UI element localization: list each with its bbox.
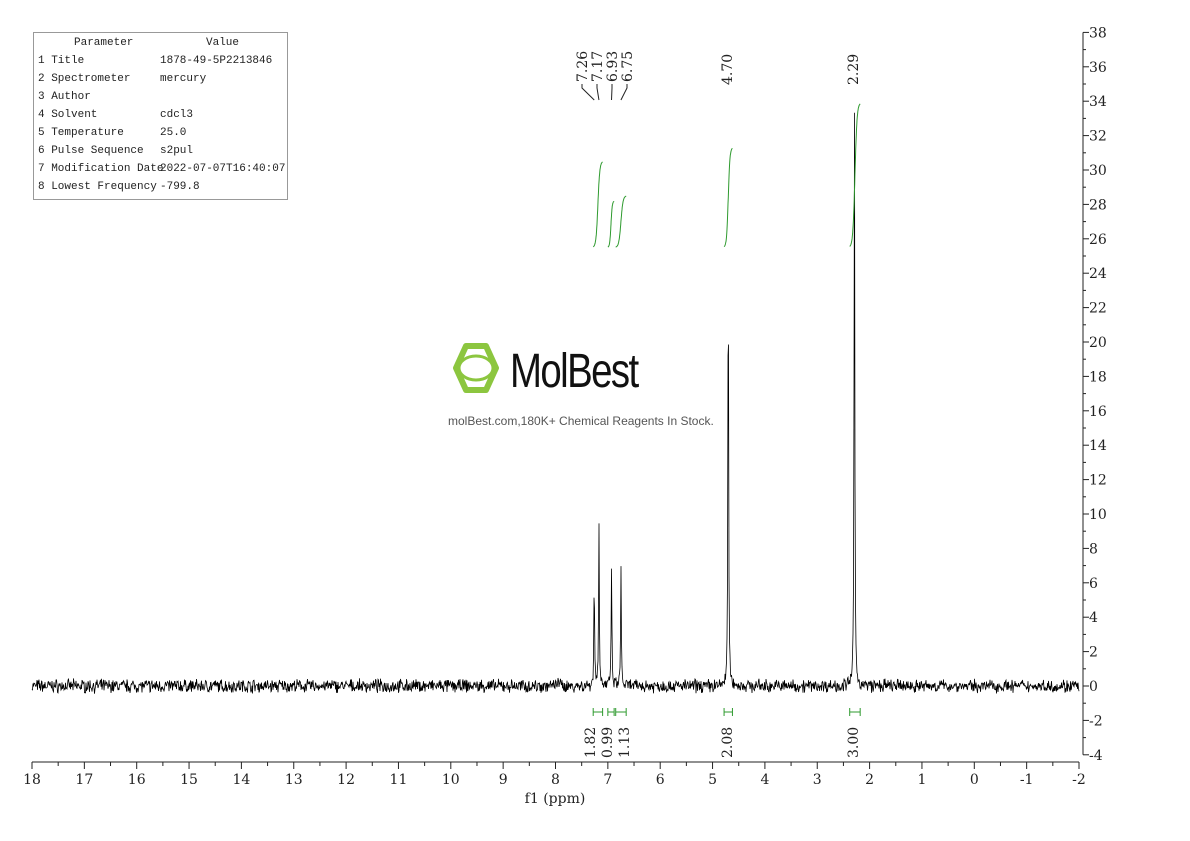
parameter-name: 5 Temperature [38,127,124,139]
integral-curve [592,161,603,248]
x-tick-label: 6 [656,772,665,788]
x-tick-label: 15 [180,772,198,788]
parameter-table: Parameter Value 1 Title 1878-49-5P2213846… [33,32,288,200]
x-tick-label: 16 [128,772,146,788]
y-tick-label: 34 [1089,94,1107,110]
y-tick-label: -4 [1089,748,1103,764]
parameter-name: 4 Solvent [38,109,98,121]
peak-label-connector [581,84,595,101]
y-tick-label: 26 [1089,232,1107,248]
y-tick-label: 2 [1089,645,1098,661]
molbest-logo-icon [453,343,499,393]
integral-value: 1.82 [583,727,599,758]
y-tick-label: 18 [1089,369,1107,385]
y-tick-label: 0 [1089,679,1098,695]
integral-value: 2.08 [720,727,736,758]
x-tick-label: 1 [917,772,926,788]
y-tick-label: 28 [1089,197,1107,213]
y-tick-label: 14 [1089,438,1107,454]
integral-bracket [607,708,615,716]
peak-label: 6.93 [605,51,621,82]
x-tick-label: 17 [75,772,93,788]
x-tick-label: 5 [708,772,717,788]
x-axis-label: f1 (ppm) [525,791,586,807]
x-tick-label: 4 [760,772,769,788]
peak-label: 7.26 [575,51,591,82]
x-tick-label: 14 [232,772,250,788]
y-tick-label: 16 [1089,404,1107,420]
parameter-value: cdcl3 [160,109,194,121]
parameter-value: 2022-07-07T16:40:07 [160,163,286,175]
peak-label: 6.75 [620,51,636,82]
watermark-tagline: molBest.com,180K+ Chemical Reagents In S… [448,414,714,428]
x-tick-label: 0 [970,772,979,788]
integral-curve [849,103,861,247]
parameter-name: 8 Lowest Frequency [38,181,157,193]
x-tick-label: 7 [603,772,612,788]
watermark-brand: MolBest [510,345,639,398]
x-tick-label: 12 [337,772,355,788]
integral-bracket [723,708,733,716]
y-tick-label: 10 [1089,507,1107,523]
y-tick-label: 4 [1089,610,1098,626]
integral-value: 1.13 [617,727,633,758]
x-tick-label: 11 [390,772,408,788]
x-tick-label: -2 [1072,772,1086,788]
y-tick-label: 24 [1089,266,1107,282]
y-tick-label: 6 [1089,576,1098,592]
peak-label: 4.70 [720,54,736,85]
parameter-name: 2 Spectrometer [38,73,131,85]
y-tick-label: 32 [1089,129,1107,145]
parameter-value: 1878-49-5P2213846 [160,55,273,67]
integral-curve [723,147,733,248]
integral-value: 0.99 [600,727,616,758]
y-tick-label: 36 [1089,60,1107,76]
x-tick-label: 3 [813,772,822,788]
parameter-value: -799.8 [160,181,200,193]
parameter-value: s2pul [160,145,194,157]
x-tick-label: 18 [23,772,41,788]
peak-label: 2.29 [846,54,862,85]
y-tick-label: -2 [1089,713,1103,729]
integral-bracket [849,708,861,716]
y-tick-label: 8 [1089,541,1098,557]
y-tick-label: 12 [1089,473,1107,489]
x-tick-label: 13 [285,772,303,788]
integral-curve [615,195,627,248]
parameter-name: 6 Pulse Sequence [38,145,144,157]
peak-label-connector [620,84,628,101]
x-tick-label: 8 [551,772,560,788]
parameter-value: mercury [160,73,207,85]
integral-bracket [592,708,604,716]
parameter-name: 1 Title [38,55,85,67]
parameter-name: 7 Modification Date [38,163,164,175]
parameter-value: 25.0 [160,127,187,139]
x-tick-label: 9 [499,772,508,788]
y-tick-label: 38 [1089,25,1107,41]
integral-curve [607,200,615,248]
x-tick-label: 10 [442,772,460,788]
parameter-name: 3 Author [38,91,91,103]
y-tick-label: 22 [1089,301,1107,317]
x-tick-label: -1 [1020,772,1034,788]
integral-bracket [615,708,627,716]
y-tick-label: 30 [1089,163,1107,179]
integral-value: 3.00 [846,727,862,758]
x-tick-label: 2 [865,772,874,788]
peak-label-connector [596,84,600,101]
peak-label: 7.17 [590,51,606,82]
spectrum-line [31,112,1080,694]
y-tick-label: 20 [1089,335,1107,351]
